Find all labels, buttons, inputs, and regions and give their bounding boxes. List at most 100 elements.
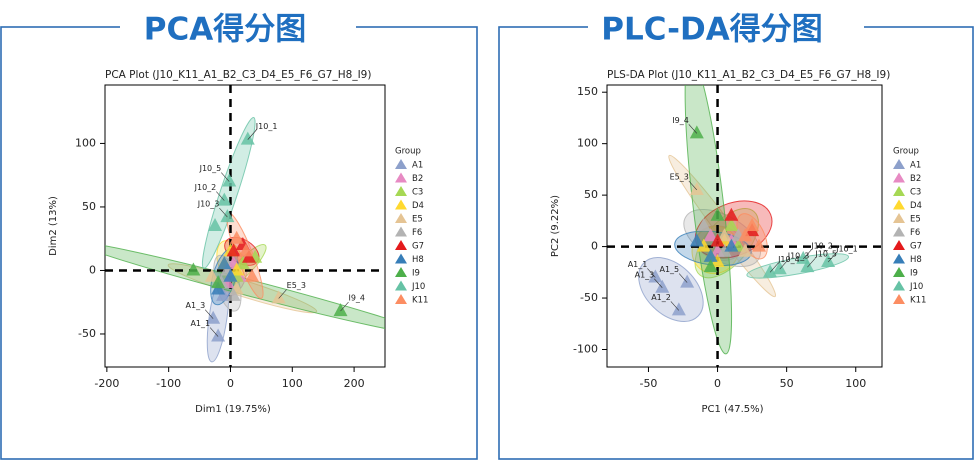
point bbox=[696, 238, 711, 252]
label-leader bbox=[670, 301, 680, 311]
legend-swatch bbox=[395, 294, 407, 304]
legend-swatch bbox=[395, 226, 407, 237]
point bbox=[211, 275, 226, 289]
point-label: J10_2 bbox=[810, 241, 833, 250]
point bbox=[238, 243, 253, 257]
legend-label: K11 bbox=[412, 296, 428, 306]
legend-label: I9 bbox=[412, 269, 420, 279]
point bbox=[204, 268, 219, 282]
point bbox=[229, 262, 244, 276]
point bbox=[752, 238, 767, 252]
y-tick-label: -100 bbox=[573, 343, 598, 356]
x-tick-label: 100 bbox=[845, 377, 866, 390]
label-leader bbox=[803, 249, 812, 260]
y-tick-label: 150 bbox=[577, 85, 598, 98]
legend-swatch bbox=[893, 159, 905, 169]
y-tick-label: -50 bbox=[78, 327, 96, 340]
point bbox=[724, 238, 739, 252]
legend-swatch bbox=[893, 253, 905, 264]
point bbox=[223, 268, 238, 282]
legend-swatch bbox=[395, 213, 407, 223]
x-tick-label: 0 bbox=[714, 377, 721, 390]
chart-title: PLS-DA Plot (J10_K11_A1_B2_C3_D4_E5_F6_G… bbox=[607, 69, 890, 81]
legend-swatch bbox=[395, 172, 407, 183]
legend-swatch bbox=[893, 280, 905, 291]
point bbox=[186, 262, 201, 276]
point bbox=[226, 243, 241, 257]
legend-label: G7 bbox=[412, 242, 424, 252]
point bbox=[220, 209, 235, 223]
point bbox=[206, 310, 221, 324]
label-leader bbox=[654, 278, 663, 288]
legend-swatch bbox=[893, 294, 905, 304]
legend-title: Group bbox=[395, 147, 421, 157]
legend-swatch bbox=[893, 240, 905, 250]
label-leader bbox=[827, 252, 837, 263]
plot-frame bbox=[104, 84, 386, 368]
legend-swatch bbox=[893, 267, 905, 277]
x-axis-label: Dim1 (19.75%) bbox=[195, 404, 271, 415]
point-label: I9_4 bbox=[348, 294, 365, 303]
point bbox=[821, 254, 836, 268]
point bbox=[696, 218, 711, 231]
point-label: J10_5 bbox=[199, 164, 222, 173]
legend-label: J10 bbox=[909, 282, 923, 292]
label-leader bbox=[204, 309, 214, 319]
point-label: J10_2 bbox=[194, 183, 217, 192]
point-label: J10_5 bbox=[814, 250, 837, 259]
label-leader bbox=[340, 301, 349, 312]
legend-label: C3 bbox=[412, 188, 423, 198]
legend-label: A1 bbox=[910, 161, 921, 171]
legend-swatch bbox=[395, 159, 407, 169]
legend-swatch bbox=[893, 199, 905, 210]
point-label: A1_3 bbox=[635, 270, 655, 279]
point bbox=[689, 181, 704, 195]
label-leader bbox=[688, 180, 698, 191]
point bbox=[724, 207, 739, 221]
heading-bg bbox=[120, 10, 356, 50]
panel-heading: PCA得分图 bbox=[144, 12, 306, 48]
legend-label: A1 bbox=[412, 161, 423, 171]
legend-label: J10 bbox=[411, 282, 425, 292]
point bbox=[222, 173, 237, 187]
point bbox=[226, 287, 241, 301]
point bbox=[333, 303, 348, 317]
label-leader bbox=[278, 289, 287, 299]
legend-label: H8 bbox=[412, 255, 424, 265]
x-tick-label: -200 bbox=[94, 377, 119, 390]
label-leader bbox=[807, 257, 816, 268]
label-leader bbox=[221, 172, 230, 182]
legend-label: I9 bbox=[910, 269, 918, 279]
point-label: A1_2 bbox=[651, 293, 671, 302]
x-axis-label: PC1 (47.5%) bbox=[701, 404, 763, 415]
point bbox=[738, 243, 753, 257]
legend-swatch bbox=[395, 280, 407, 291]
point-label: J10_1 bbox=[255, 122, 278, 131]
point bbox=[703, 248, 718, 262]
point bbox=[648, 269, 663, 283]
legend-title: Group bbox=[893, 147, 919, 157]
point-label: A1_3 bbox=[186, 301, 206, 310]
heading-bg bbox=[588, 10, 864, 50]
label-leader bbox=[678, 273, 688, 283]
point bbox=[710, 233, 725, 247]
legend-label: H8 bbox=[910, 255, 922, 265]
legend-swatch bbox=[893, 172, 905, 183]
point bbox=[229, 230, 244, 244]
y-axis-label: PC2 (9.22%) bbox=[550, 195, 561, 257]
label-leader bbox=[779, 260, 788, 270]
point bbox=[763, 264, 778, 278]
point-label: J10_3 bbox=[787, 252, 810, 261]
legend-swatch bbox=[893, 186, 905, 196]
legend-label: G7 bbox=[910, 242, 922, 252]
legend-label: C3 bbox=[910, 188, 921, 198]
label-leader bbox=[688, 124, 698, 134]
plot-frame bbox=[606, 84, 883, 368]
label-leader bbox=[769, 263, 779, 273]
y-tick-label: 100 bbox=[577, 137, 598, 150]
point bbox=[217, 256, 232, 270]
point-label: A1_1 bbox=[628, 260, 648, 269]
legend-swatch bbox=[395, 253, 407, 264]
point bbox=[240, 131, 255, 145]
legend-label: F6 bbox=[910, 228, 920, 238]
